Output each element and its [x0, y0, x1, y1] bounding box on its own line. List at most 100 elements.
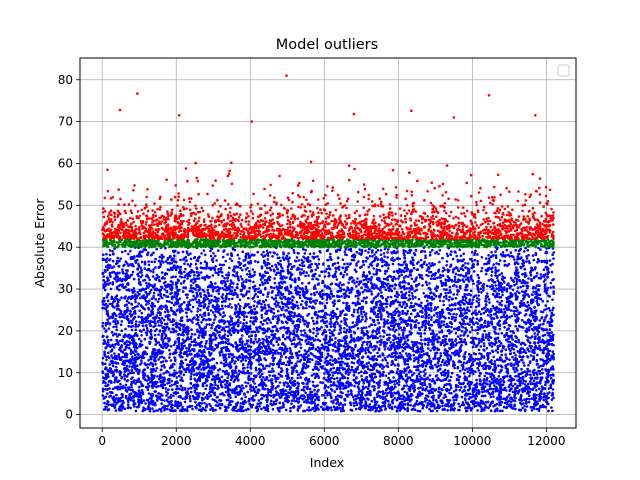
data-point	[499, 397, 502, 401]
data-point	[147, 263, 151, 267]
data-point	[276, 253, 279, 256]
data-point	[362, 326, 366, 330]
data-point	[494, 284, 498, 287]
data-point	[102, 253, 105, 257]
data-point	[175, 294, 179, 298]
data-point	[491, 390, 495, 394]
data-point	[358, 363, 361, 367]
data-point	[495, 407, 499, 411]
data-point	[239, 266, 242, 270]
data-point	[257, 287, 260, 290]
data-point	[270, 307, 273, 310]
data-point	[368, 403, 372, 406]
data-point	[122, 335, 126, 338]
data-point	[155, 273, 159, 277]
data-point	[157, 333, 160, 336]
data-point	[464, 409, 468, 413]
data-point	[546, 300, 549, 303]
data-point	[393, 383, 396, 386]
data-point	[304, 285, 308, 289]
data-point	[429, 277, 433, 281]
data-point	[248, 356, 252, 359]
data-point	[339, 401, 342, 405]
data-point	[460, 329, 464, 333]
data-point	[108, 302, 112, 306]
data-point	[277, 343, 280, 346]
data-point	[162, 293, 166, 297]
data-point	[314, 262, 317, 266]
data-point	[521, 377, 524, 381]
data-point	[329, 380, 333, 384]
data-point	[526, 338, 529, 342]
data-point	[476, 253, 479, 256]
data-point	[209, 404, 212, 408]
data-point	[196, 315, 200, 319]
data-point	[424, 307, 428, 311]
data-point	[327, 264, 330, 268]
data-point	[353, 324, 357, 327]
data-point	[193, 339, 196, 342]
data-point	[441, 256, 444, 260]
data-point	[266, 341, 270, 344]
data-point	[111, 387, 115, 391]
data-point	[533, 341, 537, 345]
data-point	[370, 399, 374, 403]
data-point	[411, 294, 415, 298]
data-point	[149, 337, 153, 341]
data-point	[371, 254, 374, 258]
data-point	[287, 391, 290, 394]
data-point	[335, 278, 339, 281]
data-point	[339, 387, 342, 391]
data-point	[474, 321, 478, 324]
data-point	[205, 384, 208, 387]
data-point	[541, 299, 544, 303]
data-point	[189, 353, 192, 356]
data-point	[214, 282, 217, 285]
data-point	[267, 303, 270, 307]
data-point	[381, 390, 385, 393]
data-point	[114, 365, 118, 369]
data-point	[497, 332, 500, 336]
data-point	[109, 287, 113, 291]
data-point	[290, 278, 294, 282]
data-point	[290, 399, 294, 402]
data-point	[494, 256, 498, 260]
data-point	[157, 392, 161, 395]
data-point	[485, 347, 489, 350]
data-point	[526, 336, 530, 339]
data-point	[167, 400, 170, 404]
data-point	[428, 357, 431, 361]
data-point	[194, 400, 197, 404]
data-point	[206, 347, 209, 351]
data-point	[434, 319, 438, 322]
data-point	[387, 315, 390, 318]
data-point	[499, 356, 502, 359]
data-point	[271, 254, 274, 258]
data-point	[231, 345, 235, 348]
data-point	[527, 304, 531, 307]
data-point	[174, 349, 177, 352]
data-point	[124, 327, 127, 331]
data-point	[422, 360, 426, 364]
data-point	[454, 297, 458, 300]
data-point	[459, 334, 463, 337]
data-point	[263, 357, 266, 360]
data-point	[160, 364, 164, 368]
data-point	[263, 261, 267, 264]
data-point	[200, 252, 203, 255]
data-point	[367, 251, 370, 254]
data-point	[259, 374, 262, 378]
data-point	[395, 257, 399, 261]
data-point	[148, 340, 151, 344]
data-point	[467, 280, 471, 283]
data-point	[474, 329, 478, 332]
data-point	[487, 298, 491, 301]
data-point	[487, 279, 491, 282]
data-point	[254, 292, 257, 296]
data-point	[299, 376, 303, 379]
data-point	[297, 252, 300, 255]
data-point	[125, 364, 129, 368]
data-point	[452, 398, 456, 402]
data-point	[544, 316, 547, 319]
data-point	[374, 347, 377, 351]
